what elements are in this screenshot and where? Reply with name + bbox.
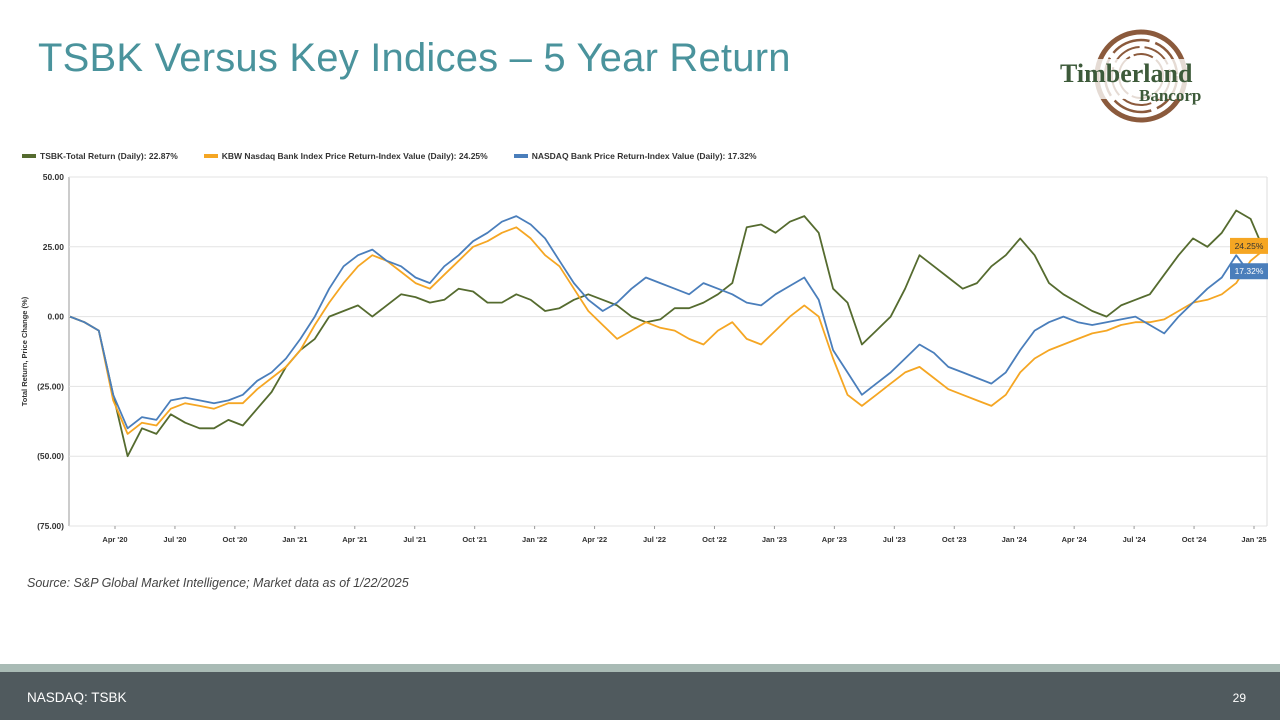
end-value-badge [1230, 237, 1268, 254]
legend-swatch-nasdaq-bank [513, 154, 528, 158]
y-tick-label: 25.00 [43, 242, 65, 252]
x-tick-label: Oct '20 [223, 535, 248, 544]
end-value-label: 24.25% [1230, 237, 1268, 254]
chart-legend: TSBK-Total Return (Daily): 22.87% KBW Na… [22, 149, 783, 163]
x-tick-label: Jul '24 [1123, 535, 1147, 544]
logo-line1: Timberland [1060, 59, 1193, 88]
end-value-label: 17.32% [1230, 263, 1268, 280]
x-tick-label: Jan '24 [1002, 535, 1028, 544]
legend-label-kbw: KBW Nasdaq Bank Index Price Return-Index… [221, 151, 488, 161]
footer-ticker: NASDAQ: TSBK [27, 690, 127, 705]
x-tick-label: Oct '22 [702, 535, 727, 544]
y-tick-label: (50.00) [37, 451, 64, 461]
x-tick-label: Jul '22 [643, 535, 666, 544]
end-value-text: 24.25% [1235, 241, 1264, 251]
series-line-2 [69, 215, 1266, 430]
y-tick-label: 0.00 [47, 312, 64, 322]
y-axis-label: Total Return, Price Change (%) [20, 296, 29, 406]
y-tick-label: (75.00) [37, 521, 64, 531]
y-tick-label: 50.00 [43, 172, 65, 182]
legend-swatch-tsbk [22, 154, 36, 158]
slide-title: TSBK Versus Key Indices – 5 Year Return [38, 36, 791, 80]
legend-swatch-kbw [203, 154, 218, 158]
y-tick-label: (25.00) [37, 381, 64, 391]
x-tick-label: Oct '23 [942, 535, 967, 544]
legend-item-kbw: KBW Nasdaq Bank Index Price Return-Index… [203, 151, 488, 161]
logo-line2: Bancorp [1139, 86, 1201, 105]
x-tick-label: Jan '25 [1241, 535, 1266, 544]
x-tick-label: Apr '21 [342, 535, 367, 544]
x-tick-label: Jan '23 [762, 535, 787, 544]
x-tick-label: Oct '24 [1182, 535, 1208, 544]
x-tick-label: Apr '22 [582, 535, 607, 544]
x-tick-label: Apr '23 [822, 535, 847, 544]
legend-item-tsbk: TSBK-Total Return (Daily): 22.87% [22, 151, 178, 161]
end-value-badge [1230, 263, 1268, 280]
x-tick-label: Oct '21 [462, 535, 487, 544]
return-line-chart: 50.00 25.00 0.00 (25.00) (50.00) (75.00) Total… [20, 172, 1268, 544]
end-value-text: 17.32% [1235, 266, 1264, 276]
x-tick-label: Jul '21 [403, 535, 426, 544]
x-tick-label: Apr '24 [1062, 535, 1088, 544]
legend-label-tsbk: TSBK-Total Return (Daily): 22.87% [40, 151, 178, 161]
footer-accent-strip [0, 664, 1280, 672]
x-tick-label: Jul '23 [883, 535, 906, 544]
source-note: Source: S&P Global Market Intelligence; … [27, 576, 409, 590]
page-number: 29 [1232, 691, 1246, 705]
legend-label-nasdaq-bank: NASDAQ Bank Price Return-Index Value (Da… [531, 151, 757, 161]
x-tick-label: Jan '22 [522, 535, 547, 544]
x-tick-label: Jul '20 [163, 535, 186, 544]
legend-item-nasdaq-bank: NASDAQ Bank Price Return-Index Value (Da… [513, 151, 757, 161]
series-line-1 [69, 226, 1266, 435]
x-tick-label: Apr '20 [102, 535, 127, 544]
series-line-0 [69, 209, 1266, 458]
timberland-bancorp-logo: Timberland Bancorp [1056, 29, 1224, 123]
footer-bar: NASDAQ: TSBK 29 [0, 672, 1280, 720]
x-tick-label: Jan '21 [282, 535, 307, 544]
